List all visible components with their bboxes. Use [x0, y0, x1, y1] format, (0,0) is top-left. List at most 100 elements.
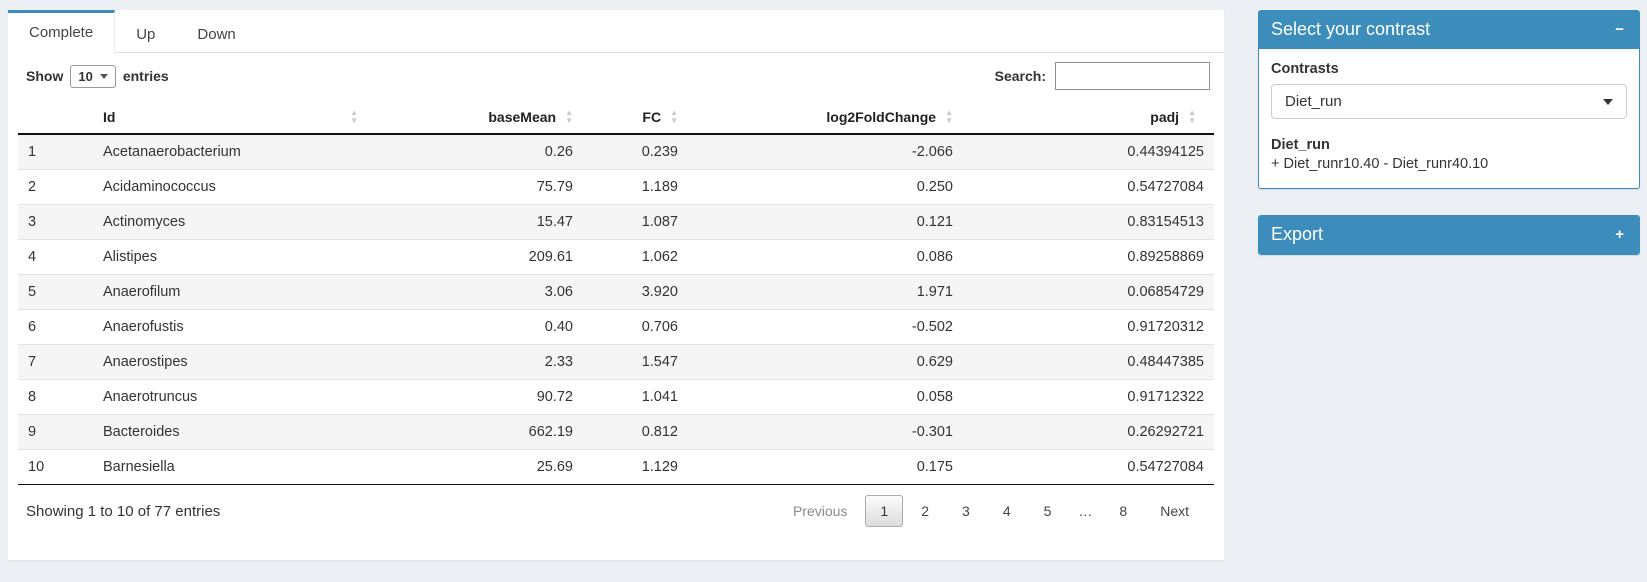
table-row[interactable]: 2 Acidaminococcus 75.79 1.189 0.250 0.54… — [18, 170, 1214, 205]
show-label: Show — [26, 68, 63, 84]
sort-icon — [945, 109, 953, 125]
table-footer: Showing 1 to 10 of 77 entries Previous 1… — [8, 485, 1224, 527]
contrast-detail-text: + Diet_runr10.40 - Diet_runr40.10 — [1271, 156, 1627, 172]
pagination-pages: 12345…8 — [862, 495, 1142, 527]
log2foldchange-cell: 1.971 — [688, 275, 963, 310]
padj-cell: 0.54727084 — [963, 170, 1214, 205]
fc-cell: 0.239 — [583, 134, 688, 170]
page-button[interactable]: 2 — [906, 495, 944, 527]
contrasts-select-value: Diet_run — [1285, 93, 1342, 110]
column-label: Id — [103, 109, 115, 125]
fc-cell: 1.129 — [583, 450, 688, 485]
table-body: 1 Acetanaerobacterium 0.26 0.239 -2.066 … — [18, 134, 1214, 485]
padj-cell: 0.44394125 — [963, 134, 1214, 170]
collapse-minus-icon[interactable]: − — [1612, 22, 1627, 37]
id-cell: Anaerofustis — [93, 310, 368, 345]
table-row[interactable]: 10 Barnesiella 25.69 1.129 0.175 0.54727… — [18, 450, 1214, 485]
export-box-title: Export — [1271, 224, 1323, 245]
row-number-cell: 1 — [18, 134, 93, 170]
padj-cell: 0.89258869 — [963, 240, 1214, 275]
page-button[interactable]: 1 — [865, 495, 903, 527]
collapse-plus-icon[interactable]: + — [1612, 227, 1627, 242]
padj-cell: 0.91712322 — [963, 380, 1214, 415]
column-label: padj — [1150, 109, 1179, 125]
column-label: baseMean — [488, 109, 556, 125]
table-row[interactable]: 8 Anaerotruncus 90.72 1.041 0.058 0.9171… — [18, 380, 1214, 415]
row-number-cell: 9 — [18, 415, 93, 450]
page-button[interactable]: 4 — [988, 495, 1026, 527]
id-cell: Anaerotruncus — [93, 380, 368, 415]
padj-cell: 0.83154513 — [963, 205, 1214, 240]
fc-cell: 1.062 — [583, 240, 688, 275]
log2foldchange-cell: 0.175 — [688, 450, 963, 485]
table-row[interactable]: 4 Alistipes 209.61 1.062 0.086 0.8925886… — [18, 240, 1214, 275]
row-number-cell: 8 — [18, 380, 93, 415]
tab-complete[interactable]: Complete — [8, 10, 115, 53]
column-header-padj[interactable]: padj — [963, 101, 1214, 134]
table-row[interactable]: 3 Actinomyces 15.47 1.087 0.121 0.831545… — [18, 205, 1214, 240]
contrast-detail-title: Diet_run — [1271, 137, 1627, 153]
sort-icon — [670, 109, 678, 125]
search-label: Search: — [995, 68, 1046, 84]
id-cell: Actinomyces — [93, 205, 368, 240]
column-header-log2foldchange[interactable]: log2FoldChange — [688, 101, 963, 134]
contrast-box: Select your contrast − Contrasts Diet_ru… — [1258, 10, 1640, 189]
chevron-down-icon — [1603, 99, 1613, 105]
page-length-value: 10 — [78, 69, 92, 84]
fc-cell: 1.087 — [583, 205, 688, 240]
padj-cell: 0.54727084 — [963, 450, 1214, 485]
padj-cell: 0.48447385 — [963, 345, 1214, 380]
row-number-cell: 4 — [18, 240, 93, 275]
column-header-id[interactable]: Id — [93, 101, 368, 134]
padj-cell: 0.91720312 — [963, 310, 1214, 345]
column-label: FC — [642, 109, 661, 125]
log2foldchange-cell: 0.086 — [688, 240, 963, 275]
tab-down[interactable]: Down — [176, 10, 256, 52]
page-button[interactable]: 3 — [947, 495, 985, 527]
page-length-select[interactable]: 10 — [70, 65, 115, 88]
table-controls: Show 10 entries Search: — [8, 53, 1224, 99]
search-input[interactable] — [1055, 62, 1210, 90]
contrasts-select[interactable]: Diet_run — [1271, 84, 1627, 119]
sort-icon — [350, 109, 358, 125]
pagination-next[interactable]: Next — [1145, 495, 1204, 527]
contrast-box-header: Select your contrast − — [1259, 11, 1639, 49]
log2foldchange-cell: 0.121 — [688, 205, 963, 240]
id-cell: Barnesiella — [93, 450, 368, 485]
sort-icon — [1188, 109, 1196, 125]
basemean-cell: 0.40 — [368, 310, 583, 345]
row-number-cell: 2 — [18, 170, 93, 205]
tab-up[interactable]: Up — [115, 10, 176, 52]
page-button[interactable]: 8 — [1104, 495, 1142, 527]
log2foldchange-cell: 0.629 — [688, 345, 963, 380]
basemean-cell: 2.33 — [368, 345, 583, 380]
fc-cell: 0.812 — [583, 415, 688, 450]
row-number-cell: 5 — [18, 275, 93, 310]
column-header-rownum — [18, 101, 93, 134]
table-row[interactable]: 5 Anaerofilum 3.06 3.920 1.971 0.0685472… — [18, 275, 1214, 310]
padj-cell: 0.06854729 — [963, 275, 1214, 310]
log2foldchange-cell: -2.066 — [688, 134, 963, 170]
basemean-cell: 90.72 — [368, 380, 583, 415]
table-row[interactable]: 6 Anaerofustis 0.40 0.706 -0.502 0.91720… — [18, 310, 1214, 345]
chevron-down-icon — [100, 74, 108, 79]
basemean-cell: 25.69 — [368, 450, 583, 485]
basemean-cell: 15.47 — [368, 205, 583, 240]
basemean-cell: 662.19 — [368, 415, 583, 450]
id-cell: Acidaminococcus — [93, 170, 368, 205]
id-cell: Bacteroides — [93, 415, 368, 450]
pagination-previous[interactable]: Previous — [778, 495, 862, 527]
sort-icon — [565, 109, 573, 125]
page-length-control: Show 10 entries — [26, 65, 169, 88]
row-number-cell: 7 — [18, 345, 93, 380]
log2foldchange-cell: 0.250 — [688, 170, 963, 205]
table-row[interactable]: 7 Anaerostipes 2.33 1.547 0.629 0.484473… — [18, 345, 1214, 380]
column-header-basemean[interactable]: baseMean — [368, 101, 583, 134]
column-header-fc[interactable]: FC — [583, 101, 688, 134]
table-row[interactable]: 9 Bacteroides 662.19 0.812 -0.301 0.2629… — [18, 415, 1214, 450]
row-number-cell: 10 — [18, 450, 93, 485]
padj-cell: 0.26292721 — [963, 415, 1214, 450]
table-row[interactable]: 1 Acetanaerobacterium 0.26 0.239 -2.066 … — [18, 134, 1214, 170]
basemean-cell: 75.79 — [368, 170, 583, 205]
page-button[interactable]: 5 — [1029, 495, 1067, 527]
